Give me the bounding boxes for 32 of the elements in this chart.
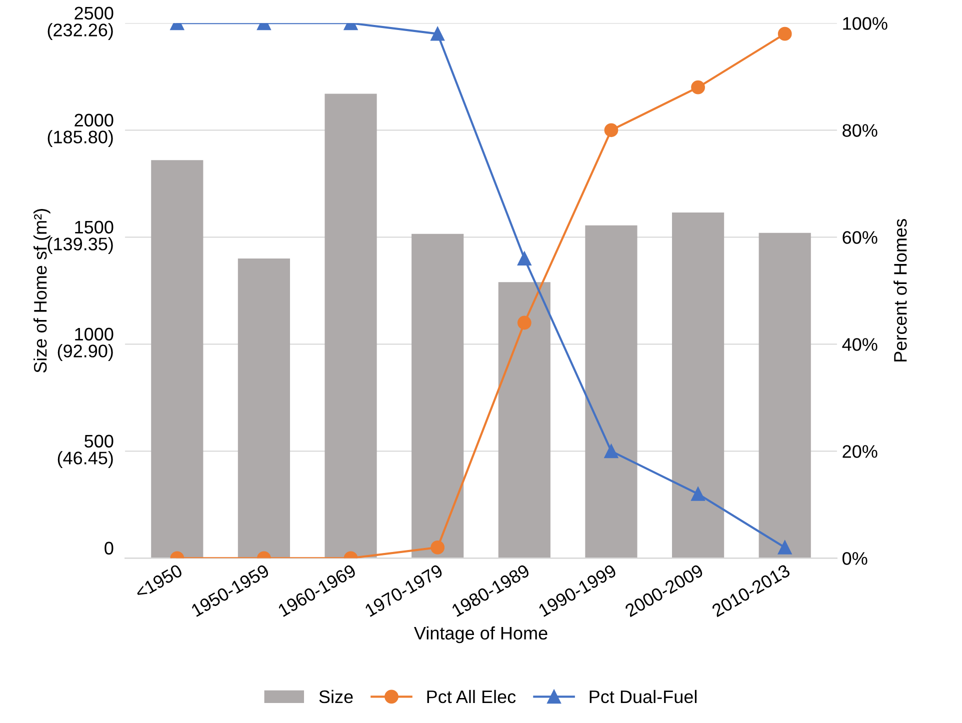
x-tick-label: <1950 [134, 564, 184, 600]
point [430, 540, 445, 554]
point [778, 540, 792, 554]
y-tick-label: 2000 [74, 114, 114, 127]
y-tick-label: 1500 [75, 220, 114, 234]
y2-tick-label: 20% [842, 445, 878, 458]
y2-tick-label: 60% [842, 231, 878, 244]
y3-tick-label: (185.80) [48, 130, 113, 147]
y2-axis-title: Percent of Homes [894, 219, 907, 362]
point [691, 487, 705, 501]
legend-label: Pct All Elec [427, 690, 516, 704]
point [691, 80, 705, 94]
y2-tick-label: 0% [842, 552, 868, 565]
y3-tick-label: (232.26) [48, 23, 113, 40]
point [430, 26, 445, 41]
y3-tick-label: (46.45) [58, 451, 113, 468]
x-axis-title: Vintage of Home [414, 626, 548, 644]
point [778, 26, 792, 41]
y2-tick-label: 100% [843, 17, 888, 30]
legend-label: Pct Dual-Fuel [590, 690, 697, 704]
y3-tick-label: (92.90) [58, 344, 113, 361]
point [517, 252, 532, 266]
y-tick-label: 500 [84, 434, 114, 448]
y2-tick-label: 80% [842, 124, 878, 137]
point [517, 316, 532, 330]
point [604, 123, 618, 138]
point [604, 444, 618, 458]
legend-label: Size [319, 690, 353, 704]
y2-tick-label: 40% [842, 338, 878, 351]
y-tick-label: 1000 [75, 328, 114, 341]
y-tick-label: 2500 [74, 6, 114, 20]
y-tick-label: 0 [104, 542, 114, 555]
